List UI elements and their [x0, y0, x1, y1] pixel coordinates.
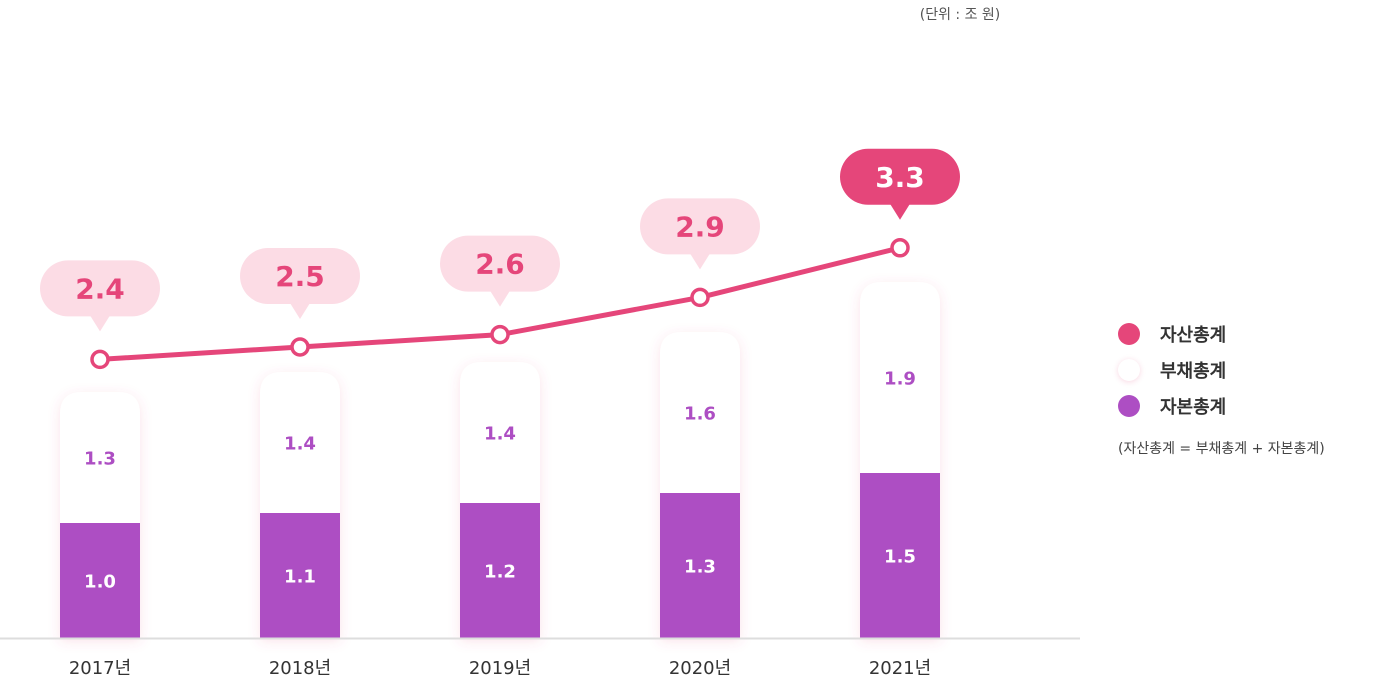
asset-bubble-pointer-4: [690, 253, 710, 270]
legend-label-assets: 자산총계: [1160, 325, 1227, 346]
x-tick-label-2: 2018년: [269, 658, 331, 679]
label-capital-2: 1.1: [284, 567, 316, 588]
asset-bubble-pointer-5: [890, 203, 910, 220]
bar-capital-1: [60, 523, 140, 638]
x-tick-label-4: 2020년: [669, 658, 731, 679]
label-liabilities-5: 1.9: [884, 369, 916, 390]
legend-swatch-assets-icon: [1118, 323, 1140, 345]
bar-capital-5: [860, 473, 940, 638]
legend: 자산총계 부채총계 자본총계 (자산총계 = 부채총계 + 자본총계): [1118, 316, 1368, 458]
x-tick-label-3: 2019년: [469, 658, 531, 679]
legend-item-liabilities: 부채총계: [1118, 352, 1368, 388]
label-capital-3: 1.2: [484, 562, 516, 583]
asset-bubble-5: [840, 148, 960, 205]
legend-label-liabilities: 부채총계: [1160, 361, 1227, 382]
asset-bubble-3: [440, 235, 560, 292]
asset-point-2: [290, 337, 310, 357]
asset-point-1: [90, 349, 110, 370]
asset-line-layer: 2.4 2.5 2.6 2.9 3.3: [40, 148, 960, 370]
legend-swatch-capital-icon: [1118, 395, 1140, 417]
legend-swatch-liabilities-icon: [1118, 359, 1140, 381]
bar-capital-2: [260, 513, 340, 638]
bar-capital-3: [460, 503, 540, 638]
label-assets-2: 2.5: [275, 260, 325, 293]
legend-note: (자산총계 = 부채총계 + 자본총계): [1118, 441, 1325, 457]
bars-layer: 1.3 1.0 1.4 1.1 1.4 1.2 1.6 1.3 1.9 1.5: [60, 282, 940, 638]
asset-bubble-pointer-1: [90, 315, 110, 332]
label-liabilities-3: 1.4: [484, 424, 516, 445]
label-assets-3: 2.6: [475, 248, 525, 281]
asset-point-4: [690, 287, 710, 308]
label-assets-4: 2.9: [675, 210, 725, 243]
legend-item-capital: 자본총계: [1118, 388, 1368, 424]
asset-bubble-2: [240, 248, 360, 304]
label-assets-5: 3.3: [875, 161, 925, 194]
label-capital-4: 1.3: [684, 557, 716, 578]
asset-bubble-1: [40, 260, 160, 317]
unit-label: (단위 : 조 원): [919, 7, 1001, 23]
asset-bubble-4: [640, 198, 760, 255]
asset-point-5: [890, 238, 910, 258]
label-capital-1: 1.0: [84, 572, 116, 593]
asset-bubble-pointer-3: [490, 290, 510, 307]
label-liabilities-1: 1.3: [84, 449, 116, 470]
label-liabilities-2: 1.4: [284, 434, 316, 455]
x-tick-label-5: 2021년: [869, 658, 931, 679]
x-axis: 2017년 2018년 2019년 2020년 2021년: [0, 637, 1080, 679]
label-capital-5: 1.5: [884, 547, 916, 568]
label-assets-1: 2.4: [75, 272, 125, 305]
bar-capital-4: [660, 493, 740, 638]
legend-item-assets: 자산총계: [1118, 316, 1368, 352]
x-tick-label-1: 2017년: [69, 658, 131, 679]
asset-point-3: [490, 324, 510, 345]
asset-bubble-pointer-2: [290, 303, 310, 319]
legend-label-capital: 자본총계: [1160, 397, 1227, 418]
label-liabilities-4: 1.6: [684, 404, 716, 425]
